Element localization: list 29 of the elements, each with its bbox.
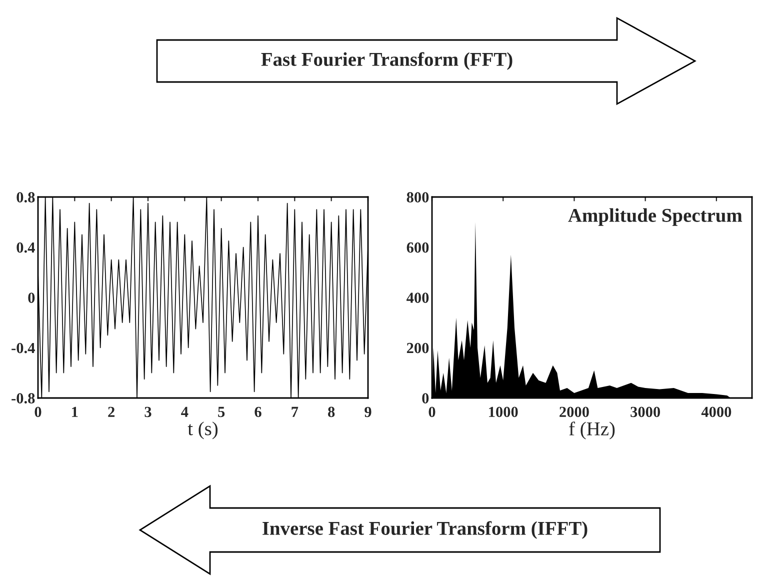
x-tick-label: 9 bbox=[364, 406, 372, 418]
x-axis-title: t (s) bbox=[188, 422, 218, 440]
y-tick-label: 200 bbox=[406, 342, 429, 354]
x-tick-label: 8 bbox=[328, 406, 335, 418]
y-tick-label: 0 bbox=[422, 393, 429, 404]
x-tick-label: 4 bbox=[181, 406, 188, 417]
x-tick-label: 6 bbox=[254, 406, 262, 418]
x-tick-label: 1 bbox=[72, 406, 78, 417]
y-tick-label: 400 bbox=[406, 292, 429, 303]
line-series bbox=[38, 197, 368, 398]
x-tick-label: 4000 bbox=[701, 406, 732, 418]
y-tick-label: 0 bbox=[28, 292, 35, 303]
x-tick-label: 5 bbox=[218, 406, 225, 418]
y-tick-label: 0.8 bbox=[16, 192, 35, 203]
x-axis-title: f (Hz) bbox=[569, 422, 615, 440]
text: Fast Fourier Transform (FFT) bbox=[261, 52, 512, 70]
text: Amplitude Spectrum bbox=[568, 208, 742, 226]
x-tick-label: 2000 bbox=[560, 406, 589, 418]
y-tick-label: 800 bbox=[406, 192, 429, 202]
y-tick-label: -0.4 bbox=[12, 342, 35, 354]
y-tick-label: 600 bbox=[406, 242, 429, 253]
x-tick-label: 3000 bbox=[630, 406, 660, 418]
y-tick-label: -0.8 bbox=[12, 393, 35, 404]
y-tick-label: 0.4 bbox=[16, 242, 35, 253]
x-tick-label: 2 bbox=[108, 406, 114, 417]
x-tick-label: 7 bbox=[292, 406, 298, 417]
text: Inverse Fast Fourier Transform (IFFT) bbox=[262, 521, 588, 539]
x-tick-label: 3 bbox=[144, 406, 152, 418]
x-tick-label: 1000 bbox=[489, 406, 518, 418]
